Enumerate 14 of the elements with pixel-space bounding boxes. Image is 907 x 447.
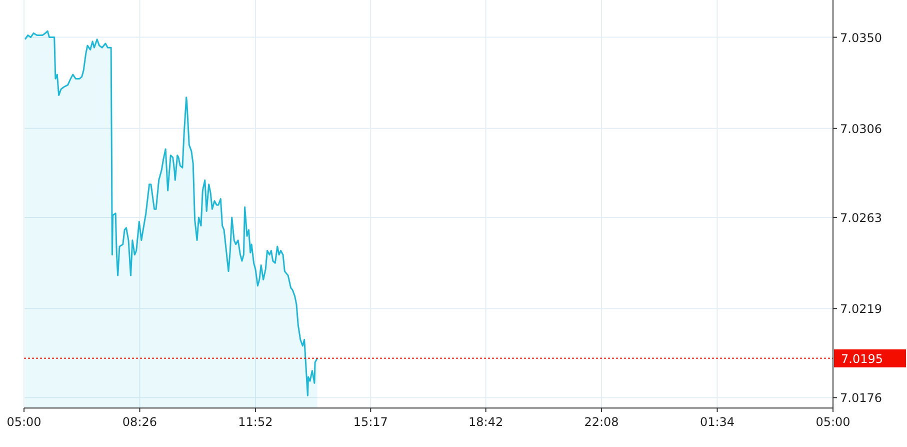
x-tick-label: 01:34 bbox=[700, 415, 735, 429]
x-tick-label: 05:00 bbox=[6, 415, 42, 429]
x-tick-label: 11:52 bbox=[238, 415, 273, 429]
y-tick-label: 7.0350 bbox=[840, 30, 882, 45]
x-tick-label: 05:00 bbox=[816, 415, 850, 429]
y-tick-label: 7.0176 bbox=[840, 391, 882, 406]
y-tick-label: 7.0263 bbox=[840, 210, 882, 225]
y-tick-label: 7.0219 bbox=[840, 302, 882, 316]
x-tick-label: 08:26 bbox=[122, 415, 158, 429]
x-tick-label: 15:17 bbox=[353, 415, 388, 429]
x-tick-label: 18:42 bbox=[468, 415, 504, 429]
y-tick-label: 7.0306 bbox=[840, 122, 882, 136]
x-tick-label: 22:08 bbox=[584, 415, 619, 429]
ref-line-label: 7.0195 bbox=[841, 352, 883, 366]
